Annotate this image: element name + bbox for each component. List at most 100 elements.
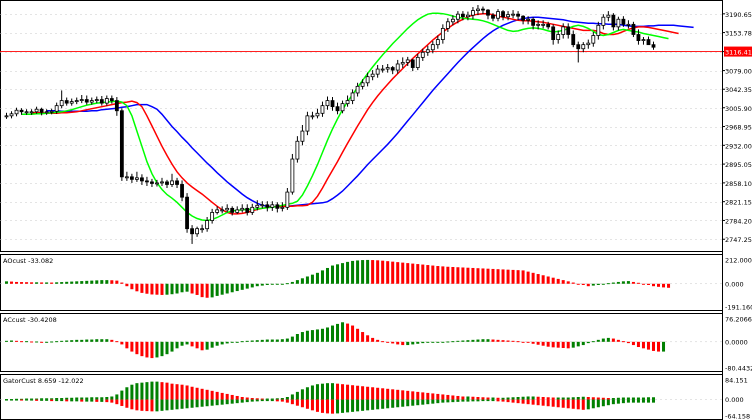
gatorcust-axis-label: 84.151 (725, 377, 748, 385)
aocust-bar (280, 283, 284, 285)
gatorcust-bar (341, 399, 345, 413)
accust-bar (616, 339, 620, 342)
aocust-bar (80, 281, 84, 284)
gatorcust-bar (310, 385, 314, 400)
gatorcust-bar (421, 392, 425, 400)
gatorcust-bar (566, 397, 570, 400)
gatorcust-bar (456, 399, 460, 402)
gatorcust-bar (556, 397, 560, 400)
gatorcust-bar (80, 399, 84, 402)
accust-bar (466, 340, 470, 342)
candle (606, 14, 611, 18)
gatorcust-bar (65, 399, 69, 402)
gatorcust-bar (486, 397, 490, 400)
accust-bar (401, 341, 405, 346)
gatorcust-bar (546, 397, 550, 400)
candle (556, 34, 561, 40)
candle (586, 42, 591, 46)
gatorcust-bar (596, 397, 600, 400)
gatorcust-bar (436, 399, 440, 404)
accust-bar (270, 339, 274, 342)
gatorcust-bar (621, 399, 625, 404)
gatorcust-bar (621, 397, 625, 400)
accust-bar (476, 339, 480, 342)
aocust-bar (15, 281, 19, 284)
aocust-bar (331, 265, 335, 284)
gatorcust-bar (65, 397, 69, 400)
gatorcust-bar (376, 387, 380, 400)
accust-bar (190, 341, 194, 347)
gatorcust-bar (5, 399, 9, 401)
accust-bar (451, 341, 455, 343)
candle (576, 44, 581, 50)
aocust-bar (150, 283, 154, 295)
aocust-bar (255, 283, 259, 287)
accust-bar (165, 341, 169, 355)
gatorcust-bar (636, 399, 640, 403)
candle (155, 182, 159, 185)
candle (581, 44, 586, 50)
gatorcust-bar (45, 398, 49, 400)
price-axis-label: 2968.95 (725, 124, 752, 132)
price-axis-label: 2858.10 (725, 180, 752, 188)
gatorcust-bar (541, 399, 545, 406)
price-axis-label: 2932.00 (725, 142, 752, 150)
candle (511, 13, 515, 16)
gatorcust-bar (50, 398, 54, 400)
aocust-bar (481, 268, 485, 284)
candle (185, 196, 189, 230)
accust-bar (245, 340, 249, 342)
aocust-bar (65, 281, 69, 284)
aocust-bar (155, 283, 159, 295)
gatorcust-bar (421, 399, 425, 405)
accust-bar (40, 341, 44, 343)
accust-bar (135, 341, 139, 355)
gatorcust-bar (215, 391, 219, 400)
aocust-bar (546, 276, 550, 284)
candle (170, 180, 174, 185)
candle (109, 98, 114, 101)
gatorcust-bar (105, 399, 109, 403)
accust-bar (501, 340, 505, 342)
gatorcust-bar (336, 399, 340, 414)
accust-bar (361, 332, 365, 342)
gatorcust-bar (601, 399, 605, 407)
aocust-bar (506, 269, 510, 284)
gatorcust-axis-label: -64.158 (725, 413, 750, 420)
candle (375, 68, 380, 75)
candle (165, 181, 169, 185)
gatorcust-bar (70, 397, 74, 400)
gatorcust-bar (225, 399, 229, 405)
gatorcust-bar (95, 399, 99, 402)
gatorcust-bar (471, 396, 475, 400)
gatorcust-bar (571, 397, 575, 400)
gatorcust-bar (496, 399, 500, 402)
gatorcust-bar (346, 399, 350, 413)
candle (99, 99, 104, 104)
aocust-bar (436, 266, 440, 284)
aocust-bar (421, 264, 425, 284)
gatorcust-bar (541, 396, 545, 400)
accust-bar (80, 339, 84, 342)
aocust-bar (646, 283, 650, 285)
gatorcust-bar (586, 396, 590, 400)
aocust-bar (230, 283, 234, 293)
candle (385, 67, 390, 70)
candle (190, 228, 194, 235)
aocust-bar (20, 282, 24, 284)
gatorcust-bar (546, 399, 550, 407)
aocust-bar (371, 260, 375, 284)
aocust-bar (516, 270, 520, 284)
aocust-bar (626, 281, 630, 284)
candle (59, 100, 64, 107)
candle (210, 212, 215, 221)
aocust-bar (566, 281, 570, 284)
gatorcust-bar (461, 396, 465, 400)
aocust-bar (275, 283, 279, 285)
gatorcust-bar (325, 383, 329, 400)
accust-bar (230, 341, 234, 343)
gatorcust-bar (406, 399, 410, 407)
accust-bar (431, 341, 435, 343)
gatorcust-bar (461, 399, 465, 402)
